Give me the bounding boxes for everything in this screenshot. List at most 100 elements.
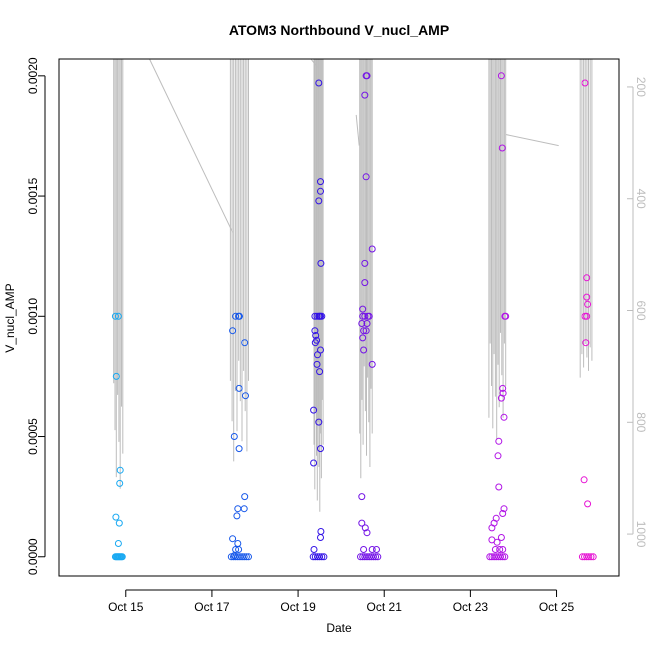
axes-layer: Oct 15 Oct 17 Oct 19 Oct 21 Oct 23 Oct 25 0.00… [26, 57, 648, 614]
data-point [589, 553, 597, 561]
data-point [497, 394, 505, 402]
y-tick-label: 0.0005 [26, 418, 40, 455]
data-point [365, 312, 373, 320]
depth-gap-line [355, 114, 360, 146]
data-point [359, 305, 367, 313]
data-point [502, 312, 510, 320]
data-point [118, 553, 126, 561]
data-point [360, 546, 368, 553]
data-point [499, 553, 507, 561]
data-point [317, 346, 324, 354]
data-point [585, 553, 593, 561]
data-point [114, 312, 122, 320]
data-point [317, 445, 324, 453]
data-point [497, 72, 505, 80]
data-point [362, 173, 370, 181]
x-tick-label: Oct 23 [453, 600, 489, 614]
data-point [317, 259, 325, 267]
data-point [497, 534, 505, 541]
data-point [499, 384, 507, 392]
data-point [499, 510, 507, 517]
data-point [234, 505, 242, 513]
data-point [315, 197, 323, 205]
data-point [500, 505, 508, 513]
data-point [581, 79, 589, 87]
data-point [358, 320, 366, 327]
data-point [363, 320, 371, 327]
y-tick-label: 0.0020 [26, 57, 40, 94]
x-tick-label: Oct 15 [108, 600, 144, 614]
data-point [584, 500, 592, 508]
data-point [583, 274, 591, 282]
data-point [583, 293, 591, 301]
data-point [112, 513, 120, 521]
x-axis-label: Date [326, 621, 352, 635]
data-point [499, 389, 507, 397]
data-point [359, 334, 367, 342]
data-point [315, 79, 323, 87]
x-tick-label: Oct 17 [194, 600, 230, 614]
data-point [491, 546, 499, 553]
data-point [363, 72, 371, 80]
data-point [310, 546, 318, 553]
y2-tick-label: 400 [634, 189, 648, 209]
data-point [361, 279, 369, 287]
data-point [116, 466, 124, 474]
y-tick-label: 0.0000 [26, 538, 40, 575]
data-point [370, 553, 377, 561]
data-point [313, 360, 321, 368]
y2-tick-label: 800 [634, 412, 648, 432]
data-point [230, 552, 238, 560]
data-point [233, 512, 241, 520]
data-point [241, 493, 249, 501]
plot-frame [58, 58, 620, 577]
data-point [242, 392, 249, 400]
data-point [317, 528, 325, 535]
data-point [361, 91, 369, 99]
data-point [495, 437, 503, 445]
chart-title: ATOM3 Northbound V_nucl_AMP [229, 22, 449, 38]
depth-series-layer [113, 58, 593, 512]
x-tick-label: Oct 25 [539, 600, 575, 614]
data-point [493, 538, 501, 546]
data-point [317, 534, 324, 541]
data-point [316, 553, 324, 561]
data-point [360, 327, 368, 335]
data-point [358, 519, 366, 527]
data-point [235, 445, 243, 453]
depth-gap-line [505, 134, 559, 147]
data-point [229, 535, 237, 543]
data-point [229, 327, 237, 335]
x-tick-label: Oct 19 [280, 600, 316, 614]
data-point [234, 540, 242, 547]
data-point [501, 553, 509, 561]
data-point [368, 245, 376, 253]
data-point [236, 312, 243, 320]
data-point [111, 312, 119, 320]
data-point [499, 546, 507, 553]
data-point [316, 368, 324, 376]
data-point [313, 336, 321, 344]
x-tick-label: Oct 21 [367, 600, 403, 614]
y-tick-label: 0.0015 [26, 177, 40, 214]
data-point [374, 553, 382, 561]
data-point [368, 546, 376, 553]
y2-tick-label: 1000 [634, 521, 648, 548]
data-point [495, 483, 503, 491]
y2-tick-label: 600 [634, 300, 648, 320]
data-point [235, 384, 243, 392]
data-point [116, 479, 124, 487]
data-point [492, 514, 500, 522]
data-point [315, 418, 323, 426]
data-point [494, 452, 502, 460]
y2-tick-label: 200 [634, 77, 648, 97]
data-point [500, 413, 508, 421]
data-point [363, 529, 371, 537]
data-point [497, 553, 504, 561]
data-point [360, 346, 368, 354]
data-point [584, 300, 592, 308]
data-point [311, 327, 319, 335]
data-point [358, 493, 366, 501]
y-tick-label: 0.0010 [26, 298, 40, 335]
data-point [312, 332, 320, 339]
